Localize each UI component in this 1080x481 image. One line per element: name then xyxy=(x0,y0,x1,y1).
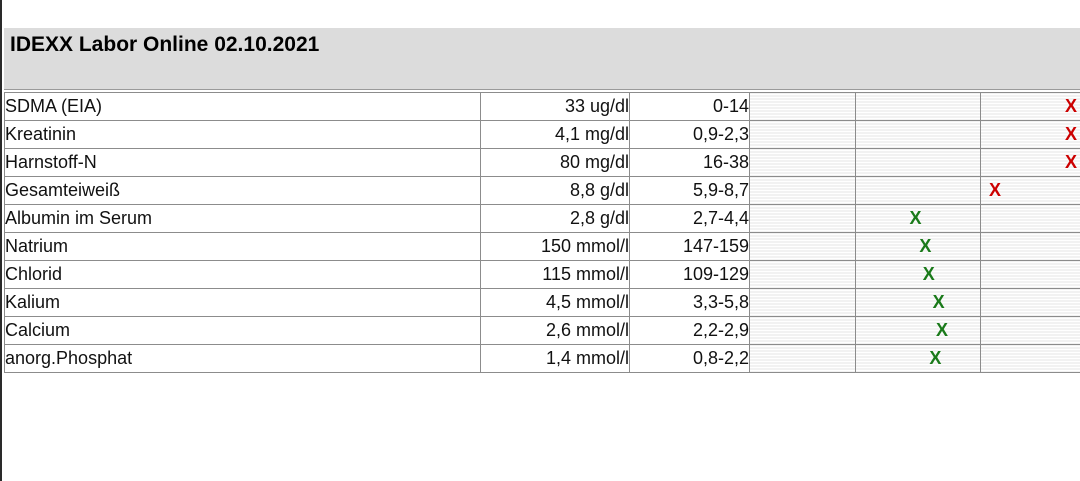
scale-segment: X xyxy=(980,92,1080,121)
table-row: Kreatinin 4,1 mg/dl 0,9-2,3 X xyxy=(4,120,1080,149)
result-value: 4,5 mmol/l xyxy=(480,288,630,317)
scale-segment: X xyxy=(855,316,981,345)
parameter-name: Harnstoff-N xyxy=(4,148,481,177)
reference-range: 0,9-2,3 xyxy=(629,120,750,149)
reference-range: 147-159 xyxy=(629,232,750,261)
result-value: 8,8 g/dl xyxy=(480,176,630,205)
high-marker: X xyxy=(1065,152,1078,172)
table-row: Chlorid 115 mmol/l 109-129 X xyxy=(4,260,1080,289)
scale-segment: X xyxy=(855,344,981,373)
scale-segment xyxy=(980,204,1080,233)
result-value: 1,4 mmol/l xyxy=(480,344,630,373)
scale-segment xyxy=(980,232,1080,261)
reference-range: 3,3-5,8 xyxy=(629,288,750,317)
scale-segment xyxy=(855,176,981,205)
scale-segment xyxy=(980,288,1080,317)
table-row: Calcium 2,6 mmol/l 2,2-2,9 X xyxy=(4,316,1080,345)
high-marker: X xyxy=(988,180,1001,200)
table-row: Harnstoff-N 80 mg/dl 16-38 X xyxy=(4,148,1080,177)
parameter-name: Albumin im Serum xyxy=(4,204,481,233)
parameter-name: Calcium xyxy=(4,316,481,345)
normal-marker: X xyxy=(909,208,922,228)
result-value: 4,1 mg/dl xyxy=(480,120,630,149)
table-row: SDMA (EIA) 33 ug/dl 0-14 X xyxy=(4,92,1080,121)
parameter-name: Gesamteiweiß xyxy=(4,176,481,205)
parameter-name: Kreatinin xyxy=(4,120,481,149)
parameter-name: Kalium xyxy=(4,288,481,317)
reference-range: 0,8-2,2 xyxy=(629,344,750,373)
scale-segment xyxy=(980,260,1080,289)
scale-segment xyxy=(749,316,856,345)
normal-marker: X xyxy=(919,236,932,256)
parameter-name: Natrium xyxy=(4,232,481,261)
scale-segment xyxy=(749,260,856,289)
lab-report: IDEXX Labor Online 02.10.2021 SDMA (EIA)… xyxy=(4,28,1080,373)
result-value: 2,8 g/dl xyxy=(480,204,630,233)
scale-segment xyxy=(980,316,1080,345)
scale-segment: X xyxy=(855,260,981,289)
scale-segment xyxy=(855,92,981,121)
scale-segment xyxy=(749,148,856,177)
reference-range: 5,9-8,7 xyxy=(629,176,750,205)
reference-range: 2,2-2,9 xyxy=(629,316,750,345)
scale-segment xyxy=(980,344,1080,373)
high-marker: X xyxy=(1065,96,1078,116)
result-value: 80 mg/dl xyxy=(480,148,630,177)
scale-segment: X xyxy=(855,288,981,317)
table-row: anorg.Phosphat 1,4 mmol/l 0,8-2,2 X xyxy=(4,344,1080,373)
normal-marker: X xyxy=(935,320,948,340)
reference-range: 2,7-4,4 xyxy=(629,204,750,233)
result-value: 150 mmol/l xyxy=(480,232,630,261)
report-title: IDEXX Labor Online 02.10.2021 xyxy=(10,33,320,56)
scale-segment xyxy=(749,344,856,373)
table-row: Natrium 150 mmol/l 147-159 X xyxy=(4,232,1080,261)
result-value: 115 mmol/l xyxy=(480,260,630,289)
scale-segment: X xyxy=(855,204,981,233)
scale-segment xyxy=(749,176,856,205)
scale-segment xyxy=(749,92,856,121)
reference-range: 0-14 xyxy=(629,92,750,121)
scale-segment xyxy=(749,120,856,149)
table-row: Albumin im Serum 2,8 g/dl 2,7-4,4 X xyxy=(4,204,1080,233)
scale-segment: X xyxy=(980,148,1080,177)
report-header: IDEXX Labor Online 02.10.2021 xyxy=(4,28,1080,90)
table-row: Gesamteiweiß 8,8 g/dl 5,9-8,7 X xyxy=(4,176,1080,205)
table-row: Kalium 4,5 mmol/l 3,3-5,8 X xyxy=(4,288,1080,317)
parameter-name: Chlorid xyxy=(4,260,481,289)
reference-range: 109-129 xyxy=(629,260,750,289)
scale-segment: X xyxy=(980,120,1080,149)
scale-segment: X xyxy=(980,176,1080,205)
high-marker: X xyxy=(1065,124,1078,144)
results-table: SDMA (EIA) 33 ug/dl 0-14 X Kreatinin 4,1 mg/d… xyxy=(4,92,1080,373)
parameter-name: anorg.Phosphat xyxy=(4,344,481,373)
results-table-body: SDMA (EIA) 33 ug/dl 0-14 X Kreatinin 4,1 mg/d… xyxy=(4,92,1080,373)
scale-segment xyxy=(855,120,981,149)
scale-segment xyxy=(749,232,856,261)
result-value: 33 ug/dl xyxy=(480,92,630,121)
scale-segment xyxy=(749,204,856,233)
result-value: 2,6 mmol/l xyxy=(480,316,630,345)
reference-range: 16-38 xyxy=(629,148,750,177)
normal-marker: X xyxy=(922,264,935,284)
scale-segment xyxy=(855,148,981,177)
scale-segment: X xyxy=(855,232,981,261)
normal-marker: X xyxy=(932,292,945,312)
parameter-name: SDMA (EIA) xyxy=(4,92,481,121)
page-frame-border xyxy=(0,0,2,481)
normal-marker: X xyxy=(929,348,942,368)
scale-segment xyxy=(749,288,856,317)
